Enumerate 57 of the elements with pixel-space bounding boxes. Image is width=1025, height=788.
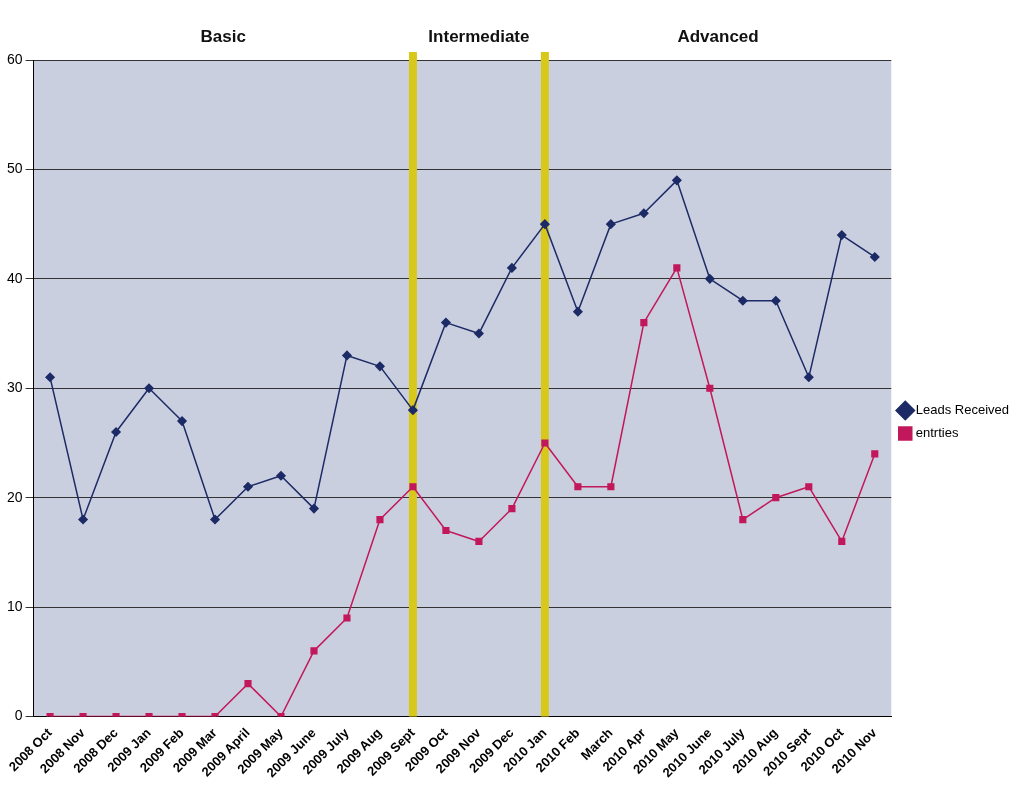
point [804, 372, 814, 383]
point [672, 175, 682, 186]
point [541, 439, 549, 447]
point [210, 514, 220, 525]
point [673, 264, 681, 272]
point [243, 481, 253, 492]
point [441, 317, 451, 328]
point [309, 503, 319, 514]
point [45, 372, 55, 383]
y-tick-label: 0 [14, 707, 23, 724]
legend-label: entrties [915, 425, 959, 441]
point [772, 494, 780, 502]
text: Intermediate [428, 27, 530, 47]
point [837, 230, 847, 240]
point [870, 252, 880, 262]
point [310, 647, 318, 655]
point [475, 537, 483, 546]
legend-label: Leads Received [915, 402, 1010, 418]
point [540, 219, 550, 229]
y-tick-label: 60 [6, 50, 23, 67]
point [573, 306, 583, 317]
point [640, 319, 648, 327]
point [276, 471, 286, 481]
point [607, 483, 615, 491]
point [738, 295, 748, 306]
point [705, 274, 715, 284]
y-tick-label: 50 [6, 160, 23, 177]
y-tick-label: 20 [6, 488, 23, 505]
y-tick-label: 10 [6, 597, 23, 614]
point [409, 483, 417, 491]
point [574, 483, 582, 491]
point [739, 515, 747, 524]
point [838, 537, 846, 546]
point [144, 383, 154, 394]
point [408, 405, 418, 415]
point [805, 483, 813, 491]
point [508, 505, 516, 513]
y-tick-label: 40 [6, 269, 23, 286]
point [78, 514, 88, 525]
point [871, 450, 879, 458]
point [244, 680, 252, 688]
point [442, 526, 450, 535]
point [376, 515, 384, 524]
y-tick-label: 30 [6, 379, 23, 396]
point [111, 427, 121, 437]
point [177, 416, 187, 426]
point [342, 350, 352, 361]
text: Advanced [677, 27, 759, 47]
point [771, 295, 781, 306]
text: Basic [200, 27, 246, 47]
point [375, 361, 385, 372]
point [606, 219, 616, 229]
point [706, 384, 714, 392]
point [639, 208, 649, 218]
point [343, 614, 351, 622]
point [474, 328, 484, 339]
point [507, 263, 517, 273]
